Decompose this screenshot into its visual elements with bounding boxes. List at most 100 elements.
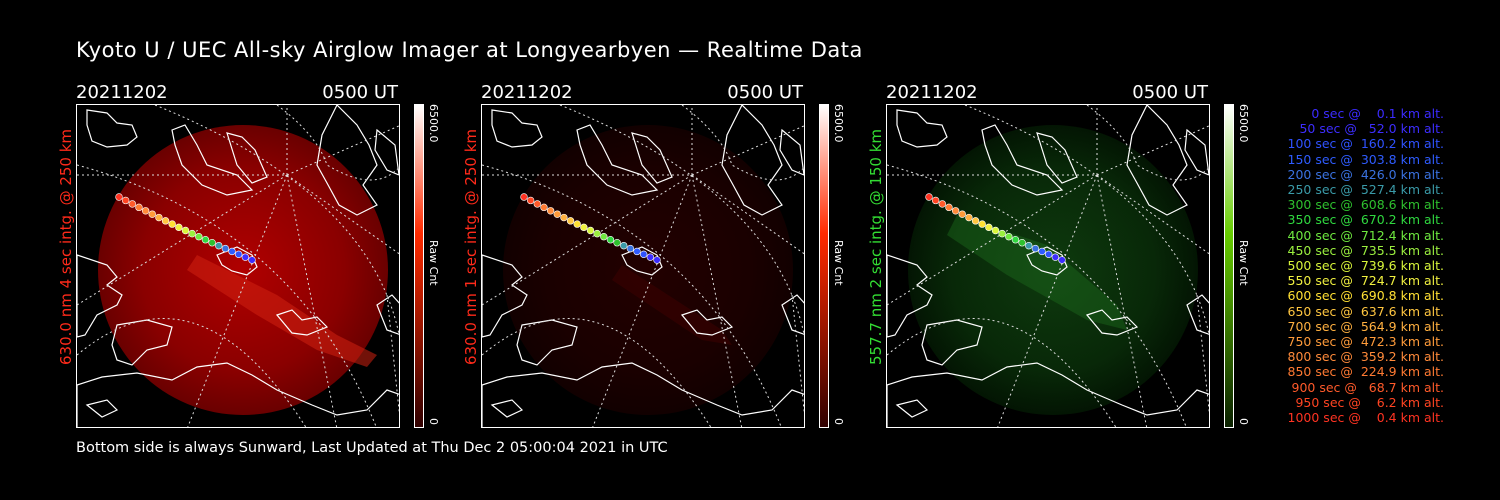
panel2-ylabel: 630.0 nm 1 sec intg. @ 250 km: [462, 128, 480, 365]
legend-row: 250 sec @ 527.4 km alt.: [1283, 182, 1445, 198]
panel2-map: [482, 105, 804, 427]
trajectory-point: [573, 220, 581, 228]
trajectory-point: [540, 203, 548, 212]
coastline: [887, 105, 1209, 427]
lat-lon-grid: [887, 105, 1209, 427]
trajectory-point: [121, 196, 130, 205]
trajectory-point: [235, 250, 243, 259]
trajectory-point: [613, 239, 621, 247]
coastline: [482, 105, 804, 427]
trajectory-point: [188, 229, 196, 238]
panel3-cbar-min: 0: [1237, 418, 1250, 425]
trajectory-point: [971, 217, 980, 225]
panel2-cbar-max: 6500.0: [832, 104, 845, 143]
trajectory-point: [985, 223, 993, 232]
trajectory-point: [553, 210, 561, 218]
trajectory-point: [1038, 247, 1046, 256]
legend-row: 900 sec @ 68.7 km alt.: [1287, 379, 1444, 395]
rocket-trajectory: [925, 193, 1066, 264]
legend-row: 1000 sec @ 0.4 km alt.: [1287, 410, 1444, 426]
panel1-map: [77, 105, 399, 427]
trajectory-point: [115, 193, 123, 201]
legend-row: 150 sec @ 303.8 km alt.: [1283, 151, 1445, 167]
panel1-cbar-label: Raw Cnt: [427, 240, 440, 286]
trajectory-point: [626, 244, 635, 253]
legend-row: 600 sec @ 690.8 km alt.: [1283, 288, 1445, 304]
trajectory-point: [1011, 236, 1020, 244]
legend-row: 850 sec @ 224.9 km alt.: [1283, 364, 1445, 380]
legend-row: 550 sec @ 724.7 km alt.: [1283, 273, 1445, 289]
trajectory-point: [640, 250, 648, 259]
trajectory-point: [215, 241, 223, 250]
trajectory-point: [208, 239, 216, 247]
panel3-time: 0500 UT: [1132, 82, 1208, 103]
panel3-date: 20211202: [886, 82, 978, 103]
trajectory-point: [580, 223, 588, 232]
trajectory-point: [241, 253, 250, 261]
trajectory-point: [181, 226, 190, 235]
legend-row: 400 sec @ 712.4 km alt.: [1283, 227, 1445, 243]
trajectory-point: [546, 207, 555, 215]
panel1-colorbar: [414, 104, 424, 428]
trajectory-point: [1051, 253, 1060, 261]
legend-row: 300 sec @ 608.6 km alt.: [1283, 197, 1445, 213]
trajectory-point: [998, 229, 1006, 238]
trajectory-point: [620, 241, 628, 250]
trajectory-point: [168, 220, 176, 228]
trajectory-point: [606, 236, 615, 244]
trajectory-point: [945, 203, 953, 212]
lat-lon-grid: [482, 105, 804, 427]
trajectory-point: [135, 203, 143, 212]
trajectory-point: [195, 233, 203, 241]
legend-row: 700 sec @ 564.9 km alt.: [1283, 318, 1445, 334]
rocket-trajectory: [115, 193, 256, 264]
trajectory-point: [1018, 239, 1026, 247]
panel1-date: 20211202: [76, 82, 168, 103]
panel3-ylabel: 557.7 nm 2 sec intg. @ 150 km: [867, 128, 885, 365]
legend-row: 0 sec @ 0.1 km alt.: [1299, 106, 1444, 121]
trajectory-point: [526, 196, 535, 205]
trajectory-point: [566, 217, 575, 225]
trajectory-point: [175, 223, 183, 232]
trajectory-point: [1005, 233, 1013, 241]
panel3-cbar-max: 6500.0: [1237, 104, 1250, 143]
trajectory-point: [586, 226, 595, 235]
panel1-time: 0500 UT: [322, 82, 398, 103]
panel1-image[interactable]: [76, 104, 400, 428]
trajectory-point: [228, 247, 236, 256]
trajectory-point: [931, 196, 940, 205]
sky-image: [908, 125, 1198, 415]
panel1-ylabel: 630.0 nm 4 sec intg. @ 250 km: [57, 128, 75, 365]
trajectory-point: [978, 220, 986, 228]
trajectory-point: [560, 213, 568, 222]
panel3-colorbar: [1224, 104, 1234, 428]
panel3-map: [887, 105, 1209, 427]
trajectory-point: [925, 193, 933, 201]
trajectory-point: [1025, 241, 1033, 250]
panel3-cbar-label: Raw Cnt: [1237, 240, 1250, 286]
legend-row: 450 sec @ 735.5 km alt.: [1283, 242, 1445, 258]
footer-status: Bottom side is always Sunward, Last Upda…: [76, 440, 668, 456]
trajectory-point: [148, 210, 156, 218]
legend-row: 350 sec @ 670.2 km alt.: [1283, 212, 1445, 228]
panel3-image[interactable]: [886, 104, 1210, 428]
legend-row: 50 sec @ 52.0 km alt.: [1291, 121, 1444, 137]
trajectory-point: [533, 200, 541, 208]
trajectory-point: [633, 247, 641, 256]
trajectory-point: [965, 213, 973, 222]
legend-row: 950 sec @ 6.2 km alt.: [1291, 394, 1444, 410]
panel2-image[interactable]: [481, 104, 805, 428]
panel2-time: 0500 UT: [727, 82, 803, 103]
legend-row: 100 sec @ 160.2 km alt.: [1283, 136, 1445, 152]
trajectory-point: [248, 256, 256, 264]
trajectory-point: [653, 256, 661, 264]
panel1-cbar-max: 6500.0: [427, 104, 440, 143]
lat-lon-grid: [77, 105, 399, 427]
trajectory-point: [1031, 244, 1040, 253]
legend-row: 500 sec @ 739.6 km alt.: [1283, 258, 1445, 274]
panel2-cbar-label: Raw Cnt: [832, 240, 845, 286]
rocket-trajectory: [520, 193, 661, 264]
trajectory-legend: 0 sec @ 0.1 km alt. 50 sec @ 52.0 km alt…: [1262, 106, 1445, 426]
trajectory-point: [593, 229, 601, 238]
trajectory-point: [600, 233, 608, 241]
